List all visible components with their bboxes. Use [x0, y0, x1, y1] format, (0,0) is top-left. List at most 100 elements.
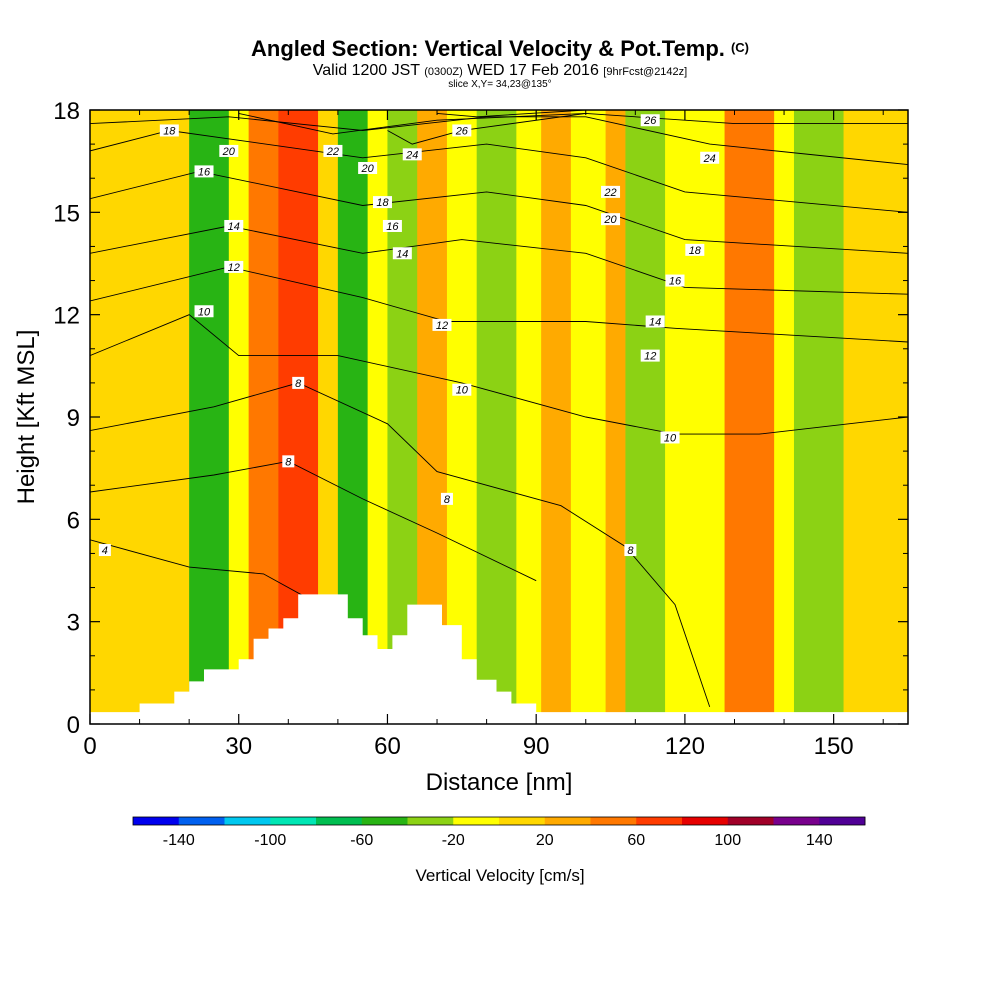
contour-label-group: 22	[601, 185, 621, 199]
axes: 0 30 60 90 120 150 0 3 6 9 12 15 18	[53, 98, 908, 760]
contour-label: 10	[198, 306, 211, 318]
contour-label-group: 8	[292, 376, 305, 390]
theta-contour	[90, 314, 908, 435]
velocity-band	[516, 110, 542, 724]
contour-label-group: 8	[440, 492, 453, 506]
colorbar-swatch	[773, 817, 820, 825]
contour-label: 18	[689, 245, 702, 257]
contour-label-group: 10	[452, 383, 472, 397]
copyright-tag: (C)	[730, 40, 749, 55]
contour-label: 22	[603, 187, 616, 199]
contour-label-bg	[432, 318, 452, 331]
contour-label: 10	[456, 385, 469, 397]
contour-label-group: 16	[194, 165, 214, 178]
theta-contour	[436, 110, 586, 118]
contour-label-bg	[402, 148, 422, 161]
contour-label-bg	[624, 544, 637, 557]
velocity-band	[228, 110, 250, 724]
contour-label-group: 12	[432, 318, 452, 332]
colorbar-tick-label: -60	[350, 832, 373, 849]
contour-label-bg	[440, 492, 453, 505]
y-tick-label: 6	[67, 507, 80, 534]
contour-label: 12	[644, 351, 656, 363]
contour-label-bg	[601, 213, 621, 226]
colorbar-swatch	[636, 817, 683, 825]
contour-label-group: 20	[219, 144, 239, 158]
valid-time-line: Valid 1200 JST (0300Z) WED 17 Feb 2016 […	[0, 62, 1000, 80]
contour-label-bg	[219, 144, 239, 157]
contour-label: 10	[664, 432, 677, 444]
colorbar-swatch	[224, 817, 271, 825]
contour-label-group: 22	[323, 144, 343, 158]
colorbar-swatch	[727, 817, 774, 825]
velocity-band	[90, 110, 161, 724]
contour-label-group: 18	[685, 243, 705, 257]
contour-label: 12	[228, 262, 240, 274]
contour-label: 24	[703, 153, 716, 165]
contour-label-bg	[358, 161, 378, 174]
contour-label-group: 24	[700, 151, 720, 165]
colorbar-tick-label: 100	[714, 832, 741, 849]
colorbar-tick-label: -140	[163, 832, 195, 849]
contour-label-bg	[194, 165, 214, 178]
colorbar-swatch	[270, 817, 317, 825]
contour-label-group: 12	[640, 349, 660, 363]
theta-contour	[90, 382, 711, 708]
colorbar-tick-label: -100	[254, 832, 286, 849]
contour-label-bg	[645, 315, 665, 328]
x-axis-label: Distance [nm]	[426, 769, 573, 796]
x-tick-label: 60	[374, 733, 401, 760]
theta-contour	[387, 112, 586, 145]
slice-info: slice X,Y= 34,23@135°	[448, 79, 552, 90]
colorbar-swatch	[407, 817, 454, 825]
y-axis-label: Height [Kft MSL]	[13, 330, 40, 505]
contour-label-bg	[452, 124, 472, 137]
contour-label: 16	[386, 221, 399, 233]
contour-label-group: 8	[282, 455, 295, 468]
colorbar: -140 -100 -60 -20 20 60 100 140	[132, 816, 866, 849]
theta-contour	[90, 460, 537, 582]
contour-label: 14	[649, 316, 661, 328]
velocity-band	[774, 110, 795, 724]
x-tick-label: 30	[225, 733, 252, 760]
contour-label-bg	[372, 196, 392, 209]
velocity-band	[570, 110, 607, 724]
contour-label-group: 24	[402, 148, 422, 161]
contour-label-group: 12	[224, 260, 244, 274]
contour-label-bg	[700, 151, 720, 164]
colorbar-tick-label: 140	[806, 832, 833, 849]
contour-label-bg	[665, 274, 685, 287]
velocity-band	[793, 110, 845, 724]
x-tick-label: 0	[83, 733, 96, 760]
colorbar-tick-label: -20	[442, 832, 465, 849]
velocity-band	[248, 110, 279, 724]
contour-label: 14	[396, 248, 408, 260]
contour-label: 26	[643, 115, 657, 127]
colorbar-swatch	[819, 817, 866, 825]
colorbar-frame	[132, 816, 866, 826]
colorbar-swatch	[361, 817, 408, 825]
contour-label: 20	[360, 163, 374, 175]
contour-label: 8	[285, 456, 292, 468]
theta-contour	[238, 112, 908, 135]
velocity-band	[159, 110, 190, 724]
colorbar-swatch	[499, 817, 546, 825]
colorbar-tick-label: 20	[536, 832, 554, 849]
colorbar-swatch	[682, 817, 729, 825]
contour-label: 16	[669, 276, 682, 288]
valid-utc: (0300Z)	[424, 66, 463, 78]
terrain	[90, 594, 908, 724]
y-tick-label: 18	[53, 98, 80, 125]
contour-label: 24	[405, 149, 418, 161]
contour-label-group: 16	[382, 219, 402, 233]
forecast-info: [9hrFcst@2142z]	[603, 66, 688, 78]
contour-label-group: 26	[452, 124, 472, 137]
contour-label-group: 10	[660, 431, 680, 444]
contour-label: 22	[326, 146, 339, 158]
velocity-band	[446, 110, 478, 724]
theta-contour	[90, 539, 314, 602]
contour-label-group: 14	[645, 315, 665, 328]
colorbar-swatch	[453, 817, 500, 825]
contour-label-group: 20	[358, 161, 378, 175]
contour-label-bg	[640, 114, 660, 127]
